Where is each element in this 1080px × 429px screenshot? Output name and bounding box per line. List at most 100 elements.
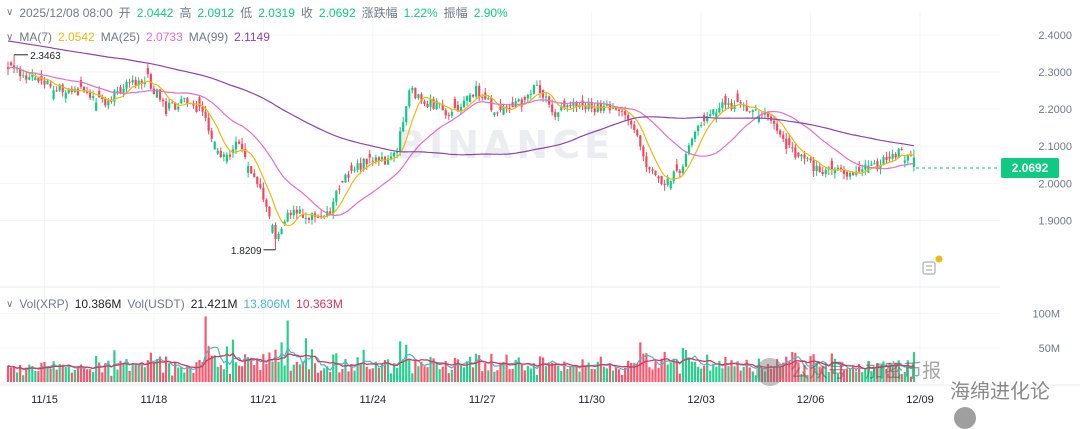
- candle-body: [286, 212, 289, 222]
- volume-bar: [660, 358, 663, 382]
- candle-body: [155, 89, 159, 98]
- watermark-brand: BINANCE: [396, 123, 614, 167]
- candle-body: [468, 94, 472, 102]
- volume-bar: [718, 360, 721, 382]
- candle-body: [782, 134, 785, 139]
- volume-bar: [706, 354, 709, 382]
- candle-body: [447, 115, 450, 117]
- candle-body: [900, 149, 903, 151]
- candle-body: [791, 147, 794, 149]
- volume-bar: [724, 356, 727, 382]
- candle-body: [572, 102, 575, 107]
- volume-ma-lines: [7, 346, 915, 371]
- candle-body: [237, 141, 241, 144]
- volume-bar: [809, 356, 812, 382]
- volume-bar: [651, 369, 654, 382]
- candle-body: [271, 225, 274, 233]
- candle-body: [870, 164, 873, 166]
- candle-body: [575, 102, 578, 108]
- candle-body: [818, 166, 821, 172]
- candle-body: [560, 106, 563, 111]
- candle-body: [386, 158, 390, 165]
- volume-bar: [444, 360, 447, 382]
- volume-bar: [268, 352, 271, 382]
- candle-body: [876, 161, 879, 170]
- candle-body: [85, 91, 89, 93]
- volume-bar: [298, 364, 301, 382]
- volume-bar: [289, 370, 292, 382]
- volume-bar: [377, 367, 380, 382]
- candle-body: [79, 80, 83, 87]
- ma25-label[interactable]: MA(25): [100, 30, 141, 44]
- candle-body: [107, 100, 110, 106]
- candle-body: [377, 157, 380, 161]
- volume-bar: [201, 361, 204, 382]
- volume-bar: [569, 366, 572, 382]
- volume-bar: [92, 372, 95, 382]
- volume-bar: [541, 357, 545, 382]
- layout-icon[interactable]: [922, 255, 943, 275]
- volume-bar: [532, 363, 536, 382]
- volume-bar: [754, 375, 757, 382]
- chevron-down-icon[interactable]: ∨: [6, 7, 14, 18]
- volume-bar: [295, 361, 298, 382]
- volume-bar: [605, 368, 608, 382]
- volume-bar: [231, 339, 235, 382]
- volume-bar: [447, 373, 450, 382]
- candle-body: [687, 145, 691, 154]
- candle-body: [28, 77, 31, 80]
- candle-body: [465, 95, 469, 101]
- ma99-label[interactable]: MA(99): [188, 30, 229, 44]
- vol-ma10-value: 10.363M: [296, 297, 343, 311]
- volume-bar: [362, 349, 365, 382]
- volume-bar: [9, 367, 13, 382]
- volume-bar: [715, 366, 718, 382]
- candle-body: [207, 117, 210, 131]
- candle-body: [371, 160, 374, 162]
- candle-body: [350, 165, 353, 171]
- candle-body: [101, 97, 104, 100]
- candle-body: [353, 169, 356, 171]
- volume-bar: [797, 362, 800, 382]
- candle-body: [95, 102, 98, 111]
- volume-bar: [472, 367, 475, 382]
- volume-bar: [739, 370, 742, 382]
- candlestick-chart[interactable]: BINANCE 2.4000 2.3000 2.2000 2.1000 2.0000 1.…: [0, 0, 1080, 415]
- volume-bar: [520, 364, 523, 382]
- volume-bar: [107, 360, 110, 382]
- candle-body: [411, 87, 414, 91]
- candle-body: [301, 214, 304, 218]
- candle-body: [696, 125, 700, 132]
- candle-body: [803, 154, 806, 159]
- candle-body: [244, 149, 247, 158]
- chevron-down-icon[interactable]: ∨: [6, 31, 14, 43]
- chevron-down-icon[interactable]: ∨: [6, 298, 14, 310]
- candle-body: [614, 107, 618, 110]
- volume-bar: [508, 369, 511, 382]
- candle-body: [389, 156, 393, 159]
- volume-bar: [359, 362, 362, 382]
- candle-body: [508, 108, 511, 109]
- candle-body: [700, 125, 703, 126]
- volume-bar: [696, 366, 700, 382]
- ma7-label[interactable]: MA(7): [19, 30, 52, 44]
- candle-body: [648, 167, 651, 170]
- candle-body: [453, 98, 456, 108]
- candle-body: [593, 108, 596, 112]
- volume-bar: [858, 364, 861, 382]
- candle-body: [724, 95, 727, 105]
- candle-body: [338, 188, 341, 190]
- candle-body: [408, 90, 411, 107]
- candle-body: [821, 171, 824, 175]
- volume-bar: [575, 366, 578, 382]
- volume-bar: [256, 358, 259, 382]
- volume-bar: [614, 366, 618, 382]
- volume-bar: [636, 363, 639, 382]
- candle-body: [329, 211, 332, 214]
- candle-body: [620, 110, 624, 112]
- volume-bar: [186, 365, 189, 382]
- volume-bar: [681, 347, 684, 382]
- volume-bar: [210, 355, 213, 382]
- volume-bar: [669, 362, 672, 382]
- volume-bar: [827, 371, 830, 382]
